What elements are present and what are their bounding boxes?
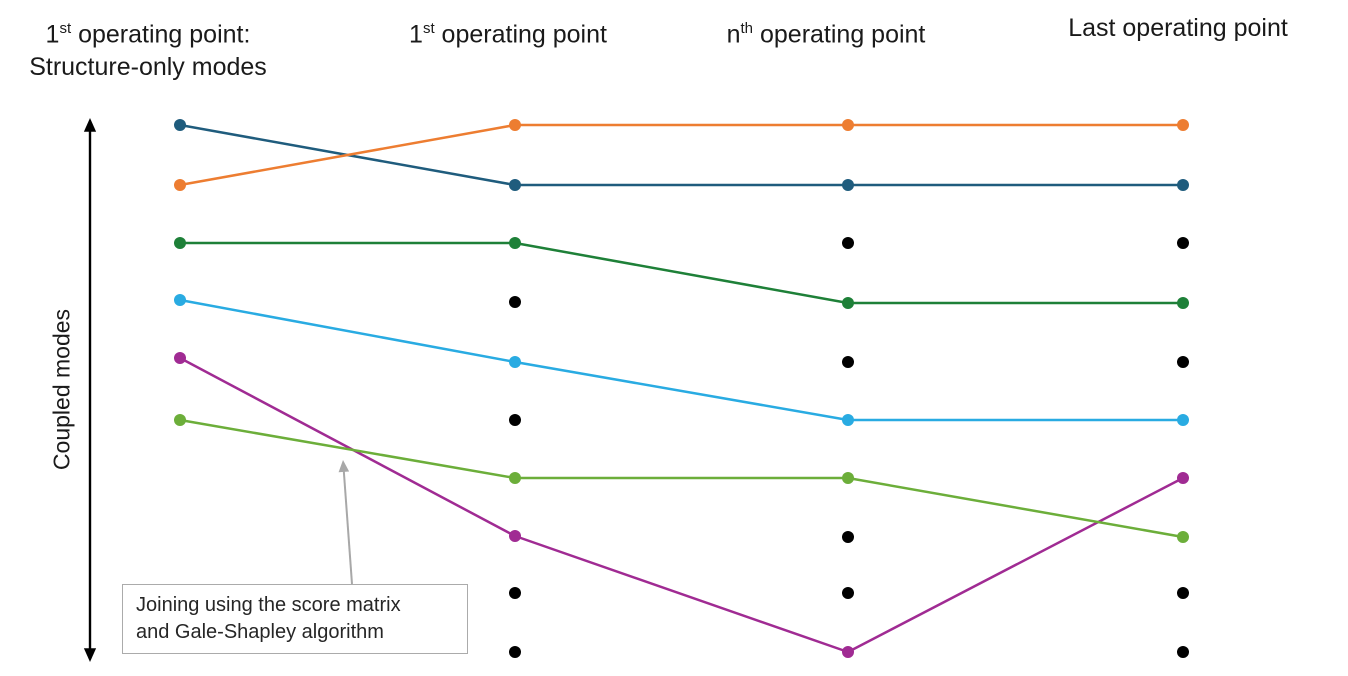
unmatched-mode-dot xyxy=(509,296,521,308)
mode-dot-green-mode xyxy=(509,472,521,484)
mode-line-orange-mode xyxy=(179,123,1183,187)
ordinal-superscript: st xyxy=(59,20,72,37)
mode-dot-light-blue-mode xyxy=(842,414,854,426)
header-first-operating-point: 1st operating point xyxy=(409,12,607,51)
header-structure-only-modes: 1st operating point: Structure-only modes xyxy=(29,12,267,84)
mode-line-dark-green-mode xyxy=(180,241,1183,305)
unmatched-mode-dot xyxy=(842,356,854,368)
mode-line-green-mode xyxy=(179,418,1184,539)
mode-dot-dark-green-mode xyxy=(842,297,854,309)
mode-dot-orange-mode xyxy=(1177,119,1189,131)
unmatched-mode-dot xyxy=(842,237,854,249)
axis-arrowhead-bottom-icon xyxy=(83,648,97,662)
ordinal-superscript: st xyxy=(422,20,435,37)
mode-dot-green-mode xyxy=(842,472,854,484)
header-line: 1st operating point xyxy=(409,20,607,49)
mode-dot-green-mode xyxy=(174,414,186,426)
annotation-line-1: Joining using the score matrix xyxy=(136,594,401,616)
mode-dot-light-blue-mode xyxy=(1177,414,1189,426)
unmatched-mode-dot xyxy=(842,587,854,599)
unmatched-mode-dot xyxy=(509,587,521,599)
annotation-line-2: and Gale-Shapley algorithm xyxy=(136,621,384,643)
header-line: 1st operating point: xyxy=(45,20,251,49)
mode-dot-magenta-mode xyxy=(842,646,854,658)
unmatched-mode-dot xyxy=(842,531,854,543)
annotation-box: Joining using the score matrix and Gale-… xyxy=(122,584,468,654)
mode-dot-light-blue-mode xyxy=(174,294,186,306)
mode-dot-green-mode xyxy=(1177,531,1189,543)
unmatched-mode-dot xyxy=(1177,356,1189,368)
mode-dot-magenta-mode xyxy=(174,352,186,364)
mode-line-teal-mode xyxy=(179,123,1183,187)
mode-dot-teal-mode xyxy=(509,179,521,191)
ordinal-superscript: th xyxy=(740,20,754,37)
mode-dot-dark-green-mode xyxy=(1177,297,1189,309)
mode-dot-orange-mode xyxy=(174,179,186,191)
unmatched-mode-dot xyxy=(509,646,521,658)
mode-dot-teal-mode xyxy=(1177,179,1189,191)
mode-dot-teal-mode xyxy=(174,119,186,131)
mode-dot-magenta-mode xyxy=(1177,472,1189,484)
coupled-modes-axis-label: Coupled modes xyxy=(48,308,75,471)
unmatched-mode-dot xyxy=(1177,646,1189,658)
mode-dot-orange-mode xyxy=(509,119,521,131)
mode-line-magenta-mode xyxy=(179,356,1184,654)
annotation-arrowhead-icon xyxy=(338,460,350,473)
unmatched-mode-dot xyxy=(509,414,521,426)
mode-dot-dark-green-mode xyxy=(509,237,521,249)
header-line: nth operating point xyxy=(726,20,926,49)
mode-dot-teal-mode xyxy=(842,179,854,191)
mode-dot-light-blue-mode xyxy=(509,356,521,368)
mode-dot-dark-green-mode xyxy=(174,237,186,249)
unmatched-mode-dot xyxy=(1177,587,1189,599)
axis-arrowhead-top-icon xyxy=(83,118,97,132)
unmatched-mode-dot xyxy=(1177,237,1189,249)
mode-dot-magenta-mode xyxy=(509,530,521,542)
mode-line-light-blue-mode xyxy=(179,298,1183,422)
header-nth-operating-point: nth operating point xyxy=(727,12,926,51)
annotation-arrow-line xyxy=(342,465,353,585)
mode-dot-orange-mode xyxy=(842,119,854,131)
header-last-operating-point: Last operating point xyxy=(1068,12,1288,45)
header-line: Last operating point xyxy=(1068,14,1288,42)
header-line: Structure-only modes xyxy=(29,53,267,82)
